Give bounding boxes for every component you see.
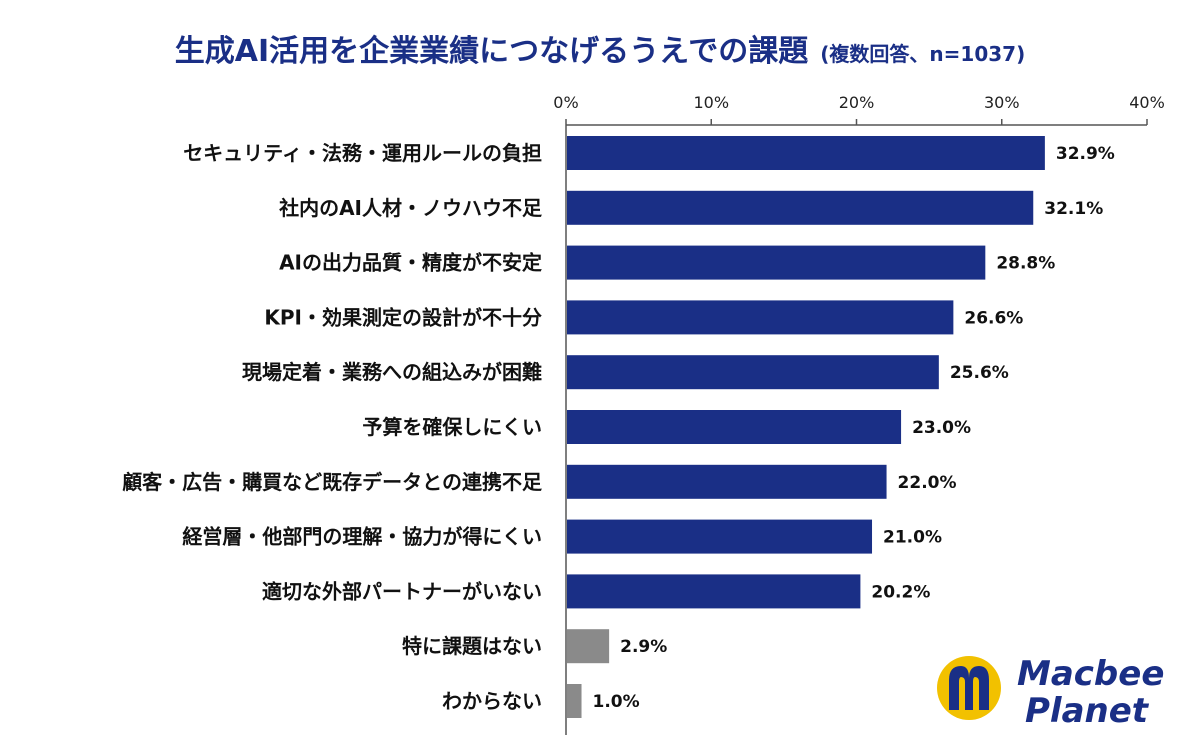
category-label: 経営層・他部門の理解・協力が得にくい (182, 525, 542, 549)
category-label: 顧客・広告・購買など既存データとの連携不足 (122, 470, 543, 494)
bar (567, 519, 873, 554)
category-label: 予算を確保しにくい (362, 415, 542, 439)
category-label: わからない (442, 689, 542, 713)
x-tick-label: 30% (984, 93, 1020, 112)
value-label: 21.0% (883, 528, 942, 548)
logo-text-planet: Planet (1025, 691, 1150, 730)
bar (567, 464, 887, 499)
chart-subtitle: (複数回答、n=1037) (820, 42, 1026, 66)
chart-title: 生成AI活用を企業業績につなげるうえでの課題 (174, 34, 809, 69)
x-tick-label: 20% (839, 93, 875, 112)
value-label: 20.2% (871, 582, 930, 602)
x-tick-label: 0% (553, 93, 578, 112)
category-label: 特に課題はない (402, 634, 542, 658)
category-label: 現場定着・業務への組込みが困難 (242, 360, 542, 384)
category-label: KPI・効果測定の設計が不十分 (264, 305, 542, 329)
bar (567, 136, 1045, 170)
bar (567, 245, 986, 280)
category-label: 適切な外部パートナーがいない (262, 579, 542, 603)
x-tick-label: 40% (1129, 93, 1165, 112)
value-label: 28.8% (996, 254, 1055, 274)
category-label: セキュリティ・法務・運用ルールの負担 (183, 141, 542, 165)
category-label: 社内のAI人材・ノウハウ不足 (278, 196, 543, 220)
category-label: AIの出力品質・精度が不安定 (279, 251, 542, 275)
value-label: 1.0% (593, 692, 640, 712)
value-label: 26.6% (964, 308, 1023, 328)
macbee-planet-logo: Macbee Planet (937, 654, 1164, 730)
value-label: 23.0% (912, 418, 971, 438)
chart-title-block: 生成AI活用を企業業績につなげるうえでの課題 (複数回答、n=1037) (0, 26, 1200, 70)
value-label: 32.1% (1044, 199, 1103, 219)
value-label: 2.9% (620, 637, 667, 657)
value-label: 32.9% (1056, 144, 1115, 164)
x-tick-label: 10% (693, 93, 729, 112)
bar (567, 355, 939, 390)
logo-text-macbee: Macbee (1017, 654, 1164, 694)
bar (567, 629, 610, 664)
value-label: 22.0% (898, 473, 957, 493)
bar (567, 410, 902, 444)
bar (567, 300, 954, 335)
macbee-m-logo-icon (937, 656, 1001, 720)
bar (567, 684, 582, 718)
bar (567, 574, 861, 609)
bar (567, 190, 1034, 225)
value-label: 25.6% (950, 363, 1009, 383)
